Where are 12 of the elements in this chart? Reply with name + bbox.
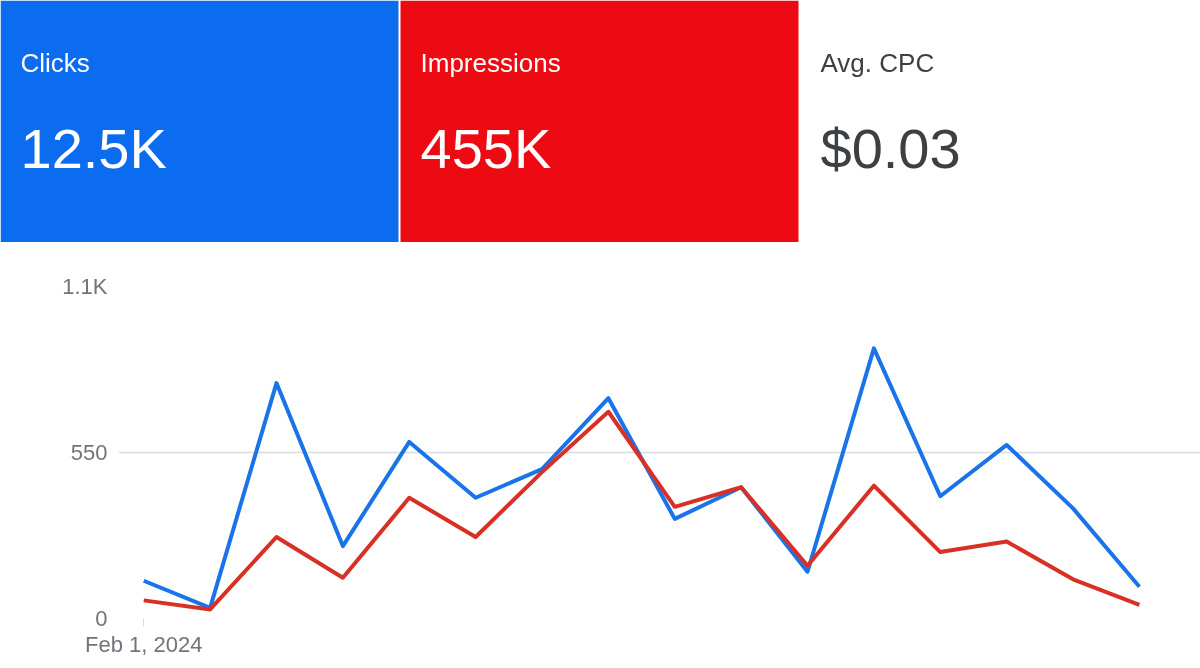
line-series: [141, 409, 1142, 612]
y-tick-label: 550: [70, 440, 108, 465]
text: $0.03: [820, 117, 961, 180]
text: 455K: [420, 117, 552, 180]
y-tick-label: 1.1K: [62, 274, 108, 299]
y-tick-label: 0: [95, 606, 108, 631]
line-series: [141, 346, 1142, 610]
text: Avg. CPC: [820, 47, 935, 78]
text: Clicks: [20, 47, 90, 78]
text: Impressions: [420, 47, 561, 78]
x-tick-label: Feb 1, 2024: [85, 631, 203, 657]
text: 12.5K: [20, 117, 167, 180]
